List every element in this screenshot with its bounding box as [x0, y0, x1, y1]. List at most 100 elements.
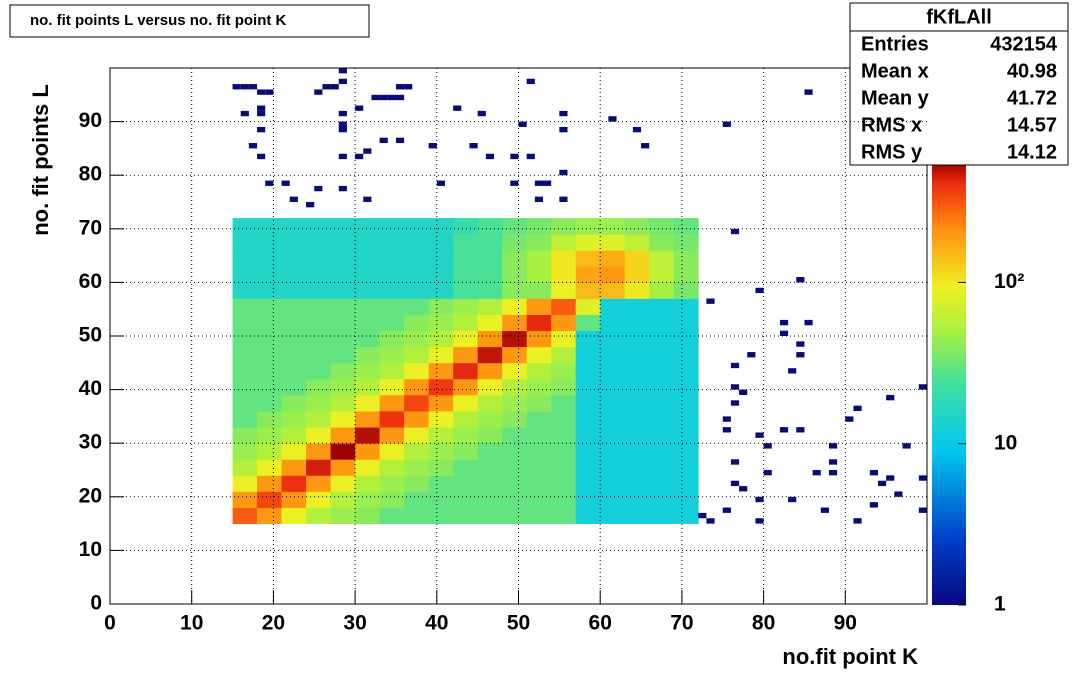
heat-cell: [526, 250, 552, 267]
heat-point: [828, 459, 838, 465]
y-tick-label: 40: [79, 377, 102, 400]
heat-cell: [551, 266, 577, 283]
x-tick-label: 90: [834, 612, 857, 635]
heat-cell: [600, 362, 626, 380]
stats-value: 41.72: [1007, 87, 1057, 109]
heat-point: [338, 78, 347, 85]
y-tick-label: 20: [79, 484, 102, 507]
heat-cell: [330, 330, 356, 348]
heat-cell: [453, 427, 479, 444]
heat-cell: [281, 491, 307, 508]
heat-point: [559, 110, 568, 117]
heat-cell: [428, 362, 454, 380]
heat-cell: [673, 378, 699, 396]
x-axis-label: no.fit point K: [782, 644, 918, 669]
heat-cell: [453, 314, 479, 332]
heat-cell: [330, 314, 356, 332]
heat-cell: [257, 282, 282, 299]
heat-cell: [453, 250, 479, 267]
heat-cell: [404, 394, 430, 412]
heat-cell: [673, 314, 699, 332]
heat-point: [641, 143, 650, 149]
heat-point: [534, 196, 544, 202]
heat-cell: [502, 411, 528, 428]
heat-point: [395, 137, 405, 144]
heat-cell: [502, 459, 528, 476]
heat-cell: [232, 378, 258, 396]
heat-cell: [477, 346, 503, 364]
heat-cell: [624, 427, 650, 444]
heat-cell: [281, 314, 307, 332]
heat-point: [804, 89, 813, 95]
heat-cell: [257, 475, 282, 492]
heat-cell: [453, 266, 479, 283]
heat-cell: [673, 330, 699, 348]
x-tick-label: 30: [343, 612, 366, 635]
heat-point: [730, 480, 740, 487]
heat-cell: [551, 491, 577, 508]
heat-cell: [649, 459, 675, 476]
heat-cell: [551, 443, 577, 460]
heat-point: [240, 110, 249, 117]
heat-cell: [330, 378, 356, 396]
heat-point: [338, 185, 347, 192]
heat-cell: [600, 443, 626, 460]
heat-cell: [306, 491, 331, 508]
heat-cell: [673, 475, 699, 492]
heat-cell: [502, 330, 528, 348]
heat-cell: [673, 234, 699, 251]
heat-point: [722, 121, 731, 127]
heat-cell: [281, 411, 307, 428]
heat-cell: [600, 491, 626, 508]
heat-point: [477, 110, 486, 117]
heat-cell: [428, 507, 454, 524]
heat-cell: [502, 234, 528, 251]
heat-cell: [624, 443, 650, 460]
heat-cell: [330, 298, 356, 315]
heat-cell: [502, 491, 528, 508]
heat-cell: [575, 282, 601, 299]
heat-cell: [379, 394, 405, 412]
heat-cell: [404, 507, 430, 524]
heat-cell: [649, 378, 675, 396]
heat-cell: [355, 378, 381, 396]
stats-value: 432154: [990, 33, 1058, 55]
heat-point: [240, 84, 249, 90]
z-tick-label: 10²: [994, 270, 1024, 293]
heat-cell: [575, 330, 601, 348]
heat-cell: [502, 298, 528, 315]
heat-cell: [575, 491, 601, 508]
heat-cell: [477, 475, 503, 492]
heat-cell: [355, 266, 381, 283]
heat-cell: [330, 443, 356, 460]
heat-cell: [232, 475, 258, 492]
heat-cell: [379, 234, 405, 251]
heat-cell: [330, 475, 356, 492]
heat-cell: [355, 411, 381, 428]
heat-point: [428, 143, 437, 149]
heat-point: [355, 105, 364, 111]
heat-cell: [379, 282, 405, 299]
heat-cell: [355, 427, 381, 444]
heat-cell: [673, 491, 699, 508]
heat-point: [730, 362, 740, 369]
heat-cell: [404, 443, 430, 460]
heat-cell: [649, 282, 675, 299]
y-tick-label: 70: [79, 216, 102, 239]
heat-point: [395, 94, 405, 101]
heat-cell: [673, 346, 699, 364]
heat-point: [281, 180, 290, 186]
heat-cell: [477, 443, 503, 460]
heat-cell: [257, 427, 282, 444]
heat-point: [886, 475, 895, 481]
heat-cell: [306, 411, 331, 428]
heat-cell: [404, 459, 430, 476]
heat-cell: [232, 507, 258, 524]
heat-point: [632, 126, 642, 133]
heat-point: [755, 496, 764, 503]
heat-point: [436, 180, 445, 186]
heat-cell: [673, 443, 699, 460]
heat-cell: [477, 218, 503, 235]
heat-cell: [502, 362, 528, 380]
heat-cell: [477, 507, 503, 524]
